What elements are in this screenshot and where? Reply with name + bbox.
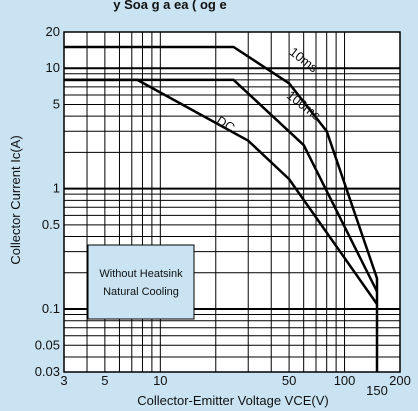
y-tick-label: 0.1 [42, 301, 60, 316]
y-tick-label: 10 [46, 60, 60, 75]
annotation-box: Without Heatsink Natural Cooling [87, 244, 195, 320]
plot-frame [63, 31, 401, 373]
series-line-100ms [64, 78, 379, 293]
x-tick-label: 200 [389, 373, 411, 388]
y-tick-label: 5 [53, 96, 60, 111]
x-tick-label: 10 [153, 373, 167, 388]
series-line-dc [64, 78, 379, 305]
annotation-line-1: Without Heatsink [99, 268, 183, 280]
chart-title-fragment: y Soa g a ea ( og e [113, 0, 226, 12]
x-tick-label: 100 [334, 373, 356, 388]
x-tick-label: 5 [101, 373, 108, 388]
x-tick-label: 50 [282, 373, 296, 388]
annotation-line-2: Natural Cooling [103, 286, 179, 298]
x-tick-label: 150 [366, 383, 388, 398]
y-tick-label: 0.03 [35, 364, 60, 379]
series-line-10ms [64, 45, 379, 372]
x-axis-label: Collector-Emitter Voltage VCE(V) [137, 393, 328, 408]
y-tick-label: 0.5 [42, 217, 60, 232]
y-tick-label: 1 [53, 181, 60, 196]
y-tick-label: 0.05 [35, 337, 60, 352]
y-axis-label: Collector Current Ic(A) [8, 135, 23, 264]
y-tick-label: 20 [46, 24, 60, 39]
x-tick-label: 3 [60, 373, 67, 388]
